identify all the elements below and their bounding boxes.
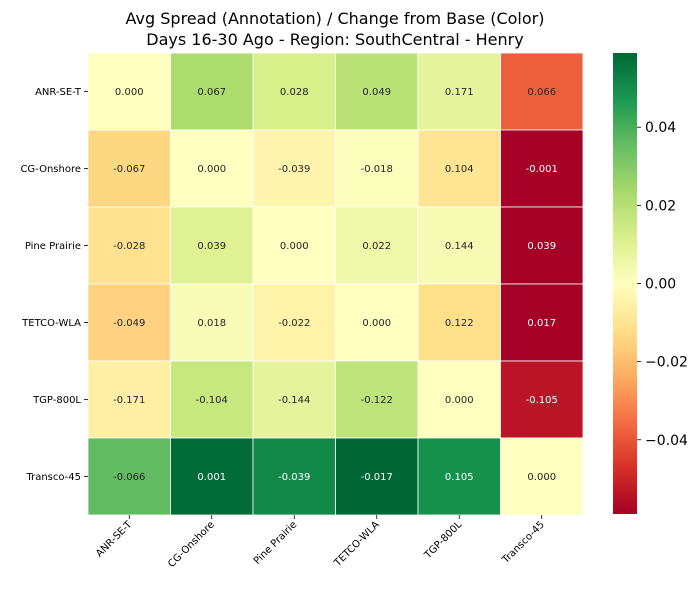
- cell-annotation: -0.018: [361, 164, 393, 175]
- y-tick-label: TGP-800L: [32, 395, 81, 406]
- heatmap-cell: [87, 52, 171, 131]
- colorbar-tick-label: −0.02: [645, 355, 688, 371]
- cell-annotation: 0.105: [445, 472, 474, 483]
- cell-annotation: -0.049: [113, 318, 145, 329]
- cell-annotation: 0.000: [280, 241, 309, 252]
- heatmap-cell: [252, 52, 336, 131]
- heatmap-cell: [417, 437, 501, 516]
- cell-annotation: 0.017: [527, 318, 556, 329]
- y-axis: ANR-SE-T CG-Onshore Pine Prairie TETCO-WLA T…: [20, 87, 88, 483]
- heatmap-cell: [417, 360, 501, 439]
- cell-annotation: 0.028: [280, 87, 309, 98]
- cell-annotation: -0.105: [526, 395, 558, 406]
- cell-annotation: 0.022: [362, 241, 391, 252]
- heatmap-cell: [417, 206, 501, 285]
- heatmap-cell: [170, 206, 254, 285]
- cell-annotation: 0.066: [527, 87, 556, 98]
- cell-annotation: 0.122: [445, 318, 474, 329]
- x-tick-label: ANR-SE-T: [94, 519, 135, 560]
- cell-annotation: 0.000: [362, 318, 391, 329]
- heatmap-cell: [170, 283, 254, 362]
- x-tick-label: Pine Prairie: [252, 519, 299, 566]
- cell-annotation: -0.001: [526, 164, 558, 175]
- x-tick-label: CG-Onshore: [166, 519, 217, 570]
- heatmap-cell: [500, 206, 584, 285]
- heatmap-cell: [252, 283, 336, 362]
- x-tick-label: TGP-800L: [422, 519, 465, 562]
- heatmap-cell: [335, 129, 419, 208]
- y-tick-label: Transco-45: [25, 472, 81, 483]
- cell-annotation: 0.018: [197, 318, 226, 329]
- heatmap-cell: [500, 129, 584, 208]
- y-tick-label: TETCO-WLA: [21, 318, 81, 329]
- x-axis: ANR-SE-T CG-Onshore Pine Prairie TETCO-WLA T…: [94, 515, 547, 570]
- heatmap-cell: [335, 283, 419, 362]
- heatmap-cell: [335, 360, 419, 439]
- cell-annotation: -0.066: [113, 472, 145, 483]
- cell-annotation: -0.028: [113, 241, 145, 252]
- cell-annotation: 0.000: [115, 87, 144, 98]
- colorbar-tick-label: 0.00: [645, 277, 676, 293]
- cell-annotation: 0.104: [445, 164, 474, 175]
- colorbar-ticks: 0.04 0.02 0.00 −0.02 −0.04: [637, 120, 688, 449]
- heatmap-cell: [500, 52, 584, 131]
- heatmap-cell: [500, 360, 584, 439]
- heatmap-cell: [335, 52, 419, 131]
- heatmap-annotations: 0.000 0.067 0.028 0.049 0.171 0.066 -0.067 0.00…: [113, 87, 558, 483]
- cell-annotation: 0.000: [445, 395, 474, 406]
- cell-annotation: -0.039: [278, 472, 310, 483]
- cell-annotation: -0.144: [278, 395, 310, 406]
- cell-annotation: 0.144: [445, 241, 474, 252]
- cell-annotation: 0.000: [527, 472, 556, 483]
- heatmap-cell: [252, 206, 336, 285]
- cell-annotation: 0.039: [527, 241, 556, 252]
- cell-annotation: 0.171: [445, 87, 474, 98]
- chart-subtitle: Days 16-30 Ago - Region: SouthCentral - …: [146, 30, 523, 49]
- heatmap-cell: [87, 283, 171, 362]
- colorbar-tick-label: 0.04: [645, 120, 676, 136]
- x-tick-label: TETCO-WLA: [332, 519, 382, 569]
- heatmap-cell: [500, 437, 584, 516]
- heatmap-cell: [417, 283, 501, 362]
- cell-annotation: 0.001: [197, 472, 226, 483]
- heatmap-cell: [500, 283, 584, 362]
- heatmap-cell: [87, 206, 171, 285]
- heatmap-cell: [335, 206, 419, 285]
- heatmap-cell: [87, 360, 171, 439]
- cell-annotation: -0.171: [113, 395, 145, 406]
- cell-annotation: -0.067: [113, 164, 145, 175]
- heatmap-cell: [252, 360, 336, 439]
- y-tick-label: CG-Onshore: [20, 164, 81, 175]
- cell-annotation: -0.122: [361, 395, 393, 406]
- heatmap-cells: [87, 52, 584, 516]
- cell-annotation: 0.049: [362, 87, 391, 98]
- colorbar: [613, 53, 637, 514]
- cell-annotation: -0.039: [278, 164, 310, 175]
- cell-annotation: 0.000: [197, 164, 226, 175]
- colorbar-tick-label: −0.04: [645, 433, 688, 449]
- cell-annotation: 0.039: [197, 241, 226, 252]
- x-tick-label: Transco-45: [500, 519, 547, 566]
- chart-title: Avg Spread (Annotation) / Change from Ba…: [126, 9, 545, 28]
- cell-annotation: -0.017: [361, 472, 393, 483]
- y-tick-label: Pine Prairie: [25, 241, 81, 252]
- heatmap-cell: [170, 52, 254, 131]
- cell-annotation: -0.022: [278, 318, 310, 329]
- y-tick-label: ANR-SE-T: [35, 87, 82, 98]
- colorbar-tick-label: 0.02: [645, 198, 676, 214]
- cell-annotation: -0.104: [196, 395, 228, 406]
- heatmap-cell: [170, 129, 254, 208]
- heatmap-cell: [417, 52, 501, 131]
- heatmap-cell: [87, 437, 171, 516]
- cell-annotation: 0.067: [197, 87, 226, 98]
